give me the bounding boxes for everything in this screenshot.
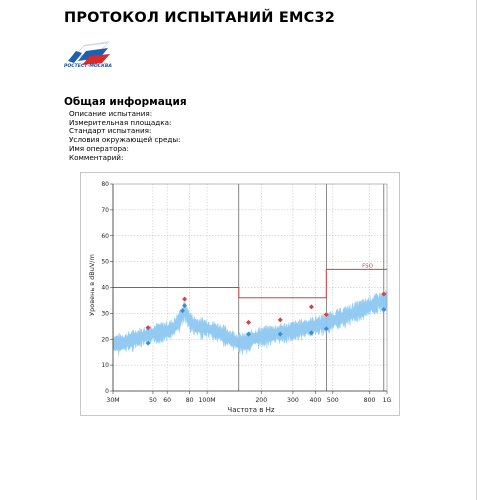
quasi-peak-marker [179, 308, 185, 314]
info-environment: Условия окружающей среды: [69, 135, 181, 145]
emission-chart-frame: FSO 0 10 20 30 40 50 60 70 80 30M 50 60 80 100M 200 300… [80, 172, 400, 416]
quasi-peak-marker [277, 331, 283, 337]
limit-line [113, 268, 387, 299]
y-tick-label: 80 [101, 181, 109, 188]
rostest-flag-logo-icon [68, 41, 110, 65]
info-test-standard: Стандарт испытания: [69, 126, 152, 136]
x-tick-label: 50 [149, 397, 157, 404]
info-comment: Комментарий: [69, 152, 124, 162]
quasi-peak-marker [381, 306, 387, 312]
y-tick-label: 40 [101, 285, 109, 292]
peak-marker [182, 296, 188, 302]
info-list: Описание испытания: Измерительная площад… [69, 109, 181, 162]
peak-marker [323, 312, 329, 318]
quasi-peak-marker [308, 330, 314, 336]
section-title: Общая информация [64, 96, 187, 108]
y-tick-label: 30 [101, 310, 109, 317]
peak-marker [277, 317, 283, 323]
report-title: ПРОТОКОЛ ИСПЫТАНИЙ EMC32 [64, 10, 336, 26]
x-tick-label: 400 [309, 397, 321, 404]
peak-marker [145, 325, 151, 331]
peak-marker [246, 319, 252, 325]
page-edge [476, 0, 477, 500]
axis-layer: 0 10 20 30 40 50 60 70 80 30M 50 60 80 100M 200 300 400 5… [101, 181, 391, 404]
peak-marker [308, 304, 314, 310]
x-tick-label: 300 [287, 397, 299, 404]
y-axis-label: Уровень в dBuV/m [88, 254, 96, 316]
x-tick-label: 80 [186, 397, 194, 404]
x-tick-label: 800 [364, 397, 376, 404]
peak-marker [381, 291, 387, 297]
marker-layer [145, 291, 387, 346]
info-test-description: Описание испытания: [69, 109, 153, 118]
y-tick-label: 70 [101, 207, 109, 214]
y-tick-label: 50 [101, 259, 109, 266]
emission-chart: FSO 0 10 20 30 40 50 60 70 80 30M 50 60 80 100M 200 300… [88, 181, 392, 414]
x-tick-label: 60 [163, 397, 171, 404]
quasi-peak-marker [323, 326, 329, 332]
x-tick-label: 500 [327, 397, 339, 404]
info-operator: Имя оператора: [69, 143, 129, 153]
y-tick-label: 0 [105, 388, 109, 395]
info-measurement-site: Измерительная площадка: [69, 117, 172, 127]
x-tick-label: 1G [383, 397, 392, 404]
x-tick-label: 30M [106, 397, 119, 404]
x-tick-label: 200 [255, 397, 267, 404]
limit-line-label: FSO [362, 263, 374, 269]
y-tick-label: 20 [101, 336, 109, 343]
quasi-peak-marker [145, 340, 151, 346]
limit-layer: FSO [113, 263, 387, 299]
logo-text: РОСТЕСТ-МОСКВА [64, 64, 112, 69]
quasi-peak-marker [182, 303, 188, 309]
x-tick-label: 100M [198, 397, 215, 404]
quasi-peak-marker [246, 331, 252, 337]
y-tick-label: 60 [101, 233, 109, 240]
y-tick-label: 10 [101, 362, 109, 369]
x-axis-label: Частота в Hz [227, 406, 275, 414]
